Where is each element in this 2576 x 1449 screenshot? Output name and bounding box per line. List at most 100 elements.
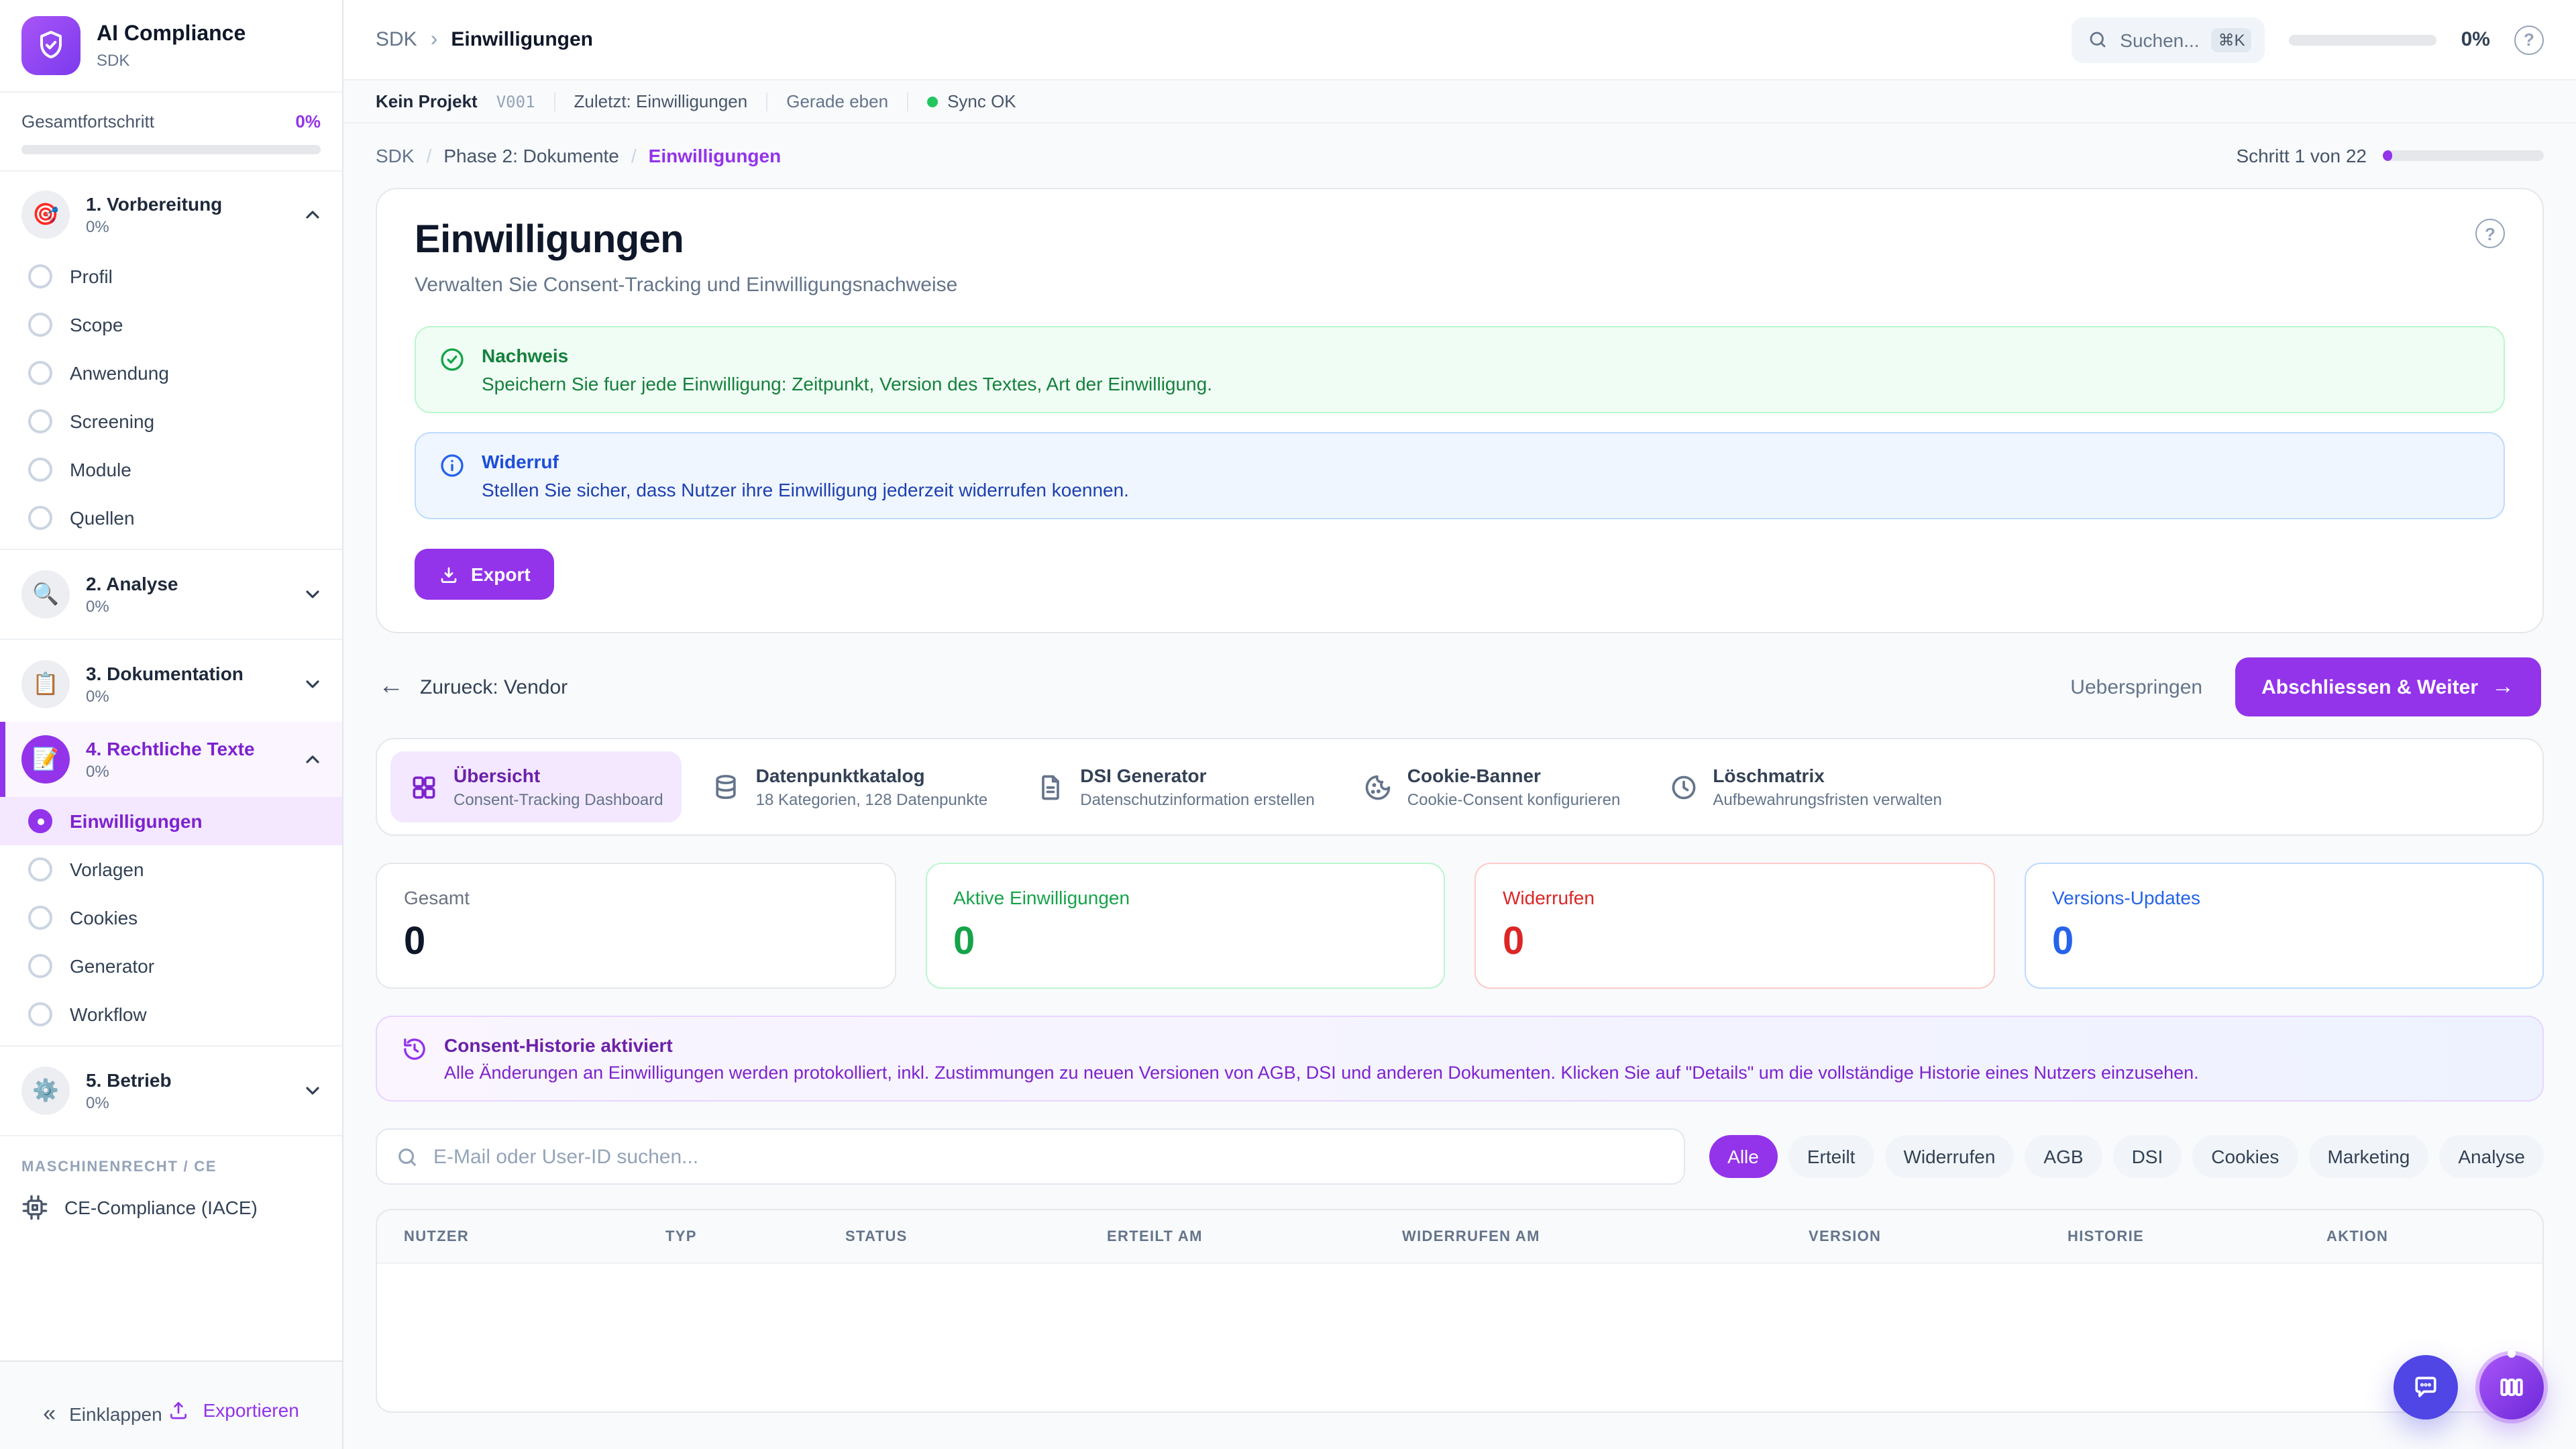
sidebar-item-screening[interactable]: Screening <box>0 397 342 445</box>
sidebar-export-button[interactable]: Exportieren <box>168 1399 299 1421</box>
column-header-nutzer: Nutzer <box>404 1228 470 1244</box>
sidebar-item-cookies[interactable]: Cookies <box>0 894 342 942</box>
sidebar-phase-analyse[interactable]: 🔍 2. Analyse 0% <box>0 557 342 632</box>
search-placeholder: Suchen... <box>2120 29 2200 50</box>
filter-pill-analyse[interactable]: Analyse <box>2439 1135 2544 1178</box>
columns-fab-button[interactable] <box>2479 1350 2544 1419</box>
overall-progress-label: Gesamtfortschritt <box>21 111 154 131</box>
overall-progress-bar <box>21 145 321 154</box>
header-progress-bar <box>2289 34 2437 45</box>
divider <box>0 1135 342 1136</box>
column-header-version: Version <box>1809 1228 1882 1244</box>
divider <box>553 92 555 111</box>
header-progress-value: 0% <box>2461 28 2490 51</box>
radio-icon <box>28 264 52 288</box>
banner-title: Consent-Historie aktiviert <box>444 1034 673 1056</box>
sidebar-nav: 🎯 1. Vorbereitung 0% Profil Scope Anwend… <box>0 172 342 1360</box>
phase-percent: 0% <box>86 217 109 236</box>
history-icon <box>401 1036 428 1063</box>
chevron-up-icon <box>302 749 323 770</box>
filter-pill-dsi[interactable]: DSI <box>2112 1135 2182 1178</box>
project-name: Kein Projekt <box>376 91 478 111</box>
chat-fab-button[interactable] <box>2394 1355 2458 1419</box>
radio-icon <box>28 506 52 530</box>
arrow-left-icon: ← <box>378 672 404 700</box>
export-button[interactable]: Export <box>415 549 555 600</box>
breadcrumb-sdk[interactable]: SDK <box>376 145 415 166</box>
sidebar-item-generator[interactable]: Generator <box>0 942 342 990</box>
consent-table: Nutzer Typ Status Erteilt am Widerrufen … <box>376 1209 2544 1413</box>
column-header-aktion: Aktion <box>2326 1228 2389 1244</box>
sidebar-item-ce-compliance[interactable]: CE-Compliance (IACE) <box>0 1183 342 1232</box>
back-link[interactable]: ← Zurueck: Vendor <box>378 672 568 700</box>
filter-pill-cookies[interactable]: Cookies <box>2192 1135 2298 1178</box>
notice-title: Nachweis <box>482 345 569 366</box>
breadcrumb-phase[interactable]: Phase 2: Dokumente <box>443 145 619 166</box>
table-header-row: Nutzer Typ Status Erteilt am Widerrufen … <box>377 1210 2542 1264</box>
chevron-down-icon <box>302 674 323 695</box>
step-label: Schritt 1 von 22 <box>2236 145 2367 166</box>
sidebar-phase-vorbereitung[interactable]: 🎯 1. Vorbereitung 0% <box>0 177 342 252</box>
sidebar-item-vorlagen[interactable]: Vorlagen <box>0 845 342 894</box>
phase-label: 3. Dokumentation <box>86 663 244 684</box>
help-icon[interactable]: ? <box>2514 25 2544 54</box>
notice-text: Stellen Sie sicher, dass Nutzer ihre Ein… <box>482 479 1129 500</box>
finish-next-button[interactable]: Abschliessen & Weiter → <box>2235 657 2541 716</box>
double-chevron-left-icon: « <box>43 1401 56 1426</box>
fab-indicator-dot <box>2508 1350 2516 1358</box>
collapse-sidebar-button[interactable]: « Einklappen <box>43 1401 162 1426</box>
step-progress: Schritt 1 von 22 <box>2236 145 2544 166</box>
tab-cookie-banner[interactable]: Cookie-Banner Cookie-Consent konfigurier… <box>1344 751 1640 822</box>
sidebar-item-workflow[interactable]: Workflow <box>0 990 342 1038</box>
sidebar-item-einwilligungen[interactable]: Einwilligungen <box>0 797 342 845</box>
document-icon <box>1036 772 1065 802</box>
stat-gesamt: Gesamt 0 <box>376 863 896 989</box>
column-header-widerrufen-am: Widerrufen am <box>1402 1228 1540 1244</box>
divider <box>766 92 768 111</box>
breadcrumb-current: Einwilligungen <box>451 28 593 51</box>
filter-pills: Alle Erteilt Widerrufen AGB DSI Cookies … <box>1709 1135 2544 1178</box>
page-content: SDK / Phase 2: Dokumente / Einwilligunge… <box>343 123 2576 1449</box>
filter-pill-widerrufen[interactable]: Widerrufen <box>1884 1135 2015 1178</box>
sidebar-item-scope[interactable]: Scope <box>0 301 342 349</box>
sidebar-phase-betrieb[interactable]: ⚙️ 5. Betrieb 0% <box>0 1053 342 1128</box>
phase-label: 2. Analyse <box>86 573 178 594</box>
page-subtitle: Verwalten Sie Consent-Tracking und Einwi… <box>415 274 958 297</box>
filter-pill-alle[interactable]: Alle <box>1709 1135 1778 1178</box>
filter-pill-marketing[interactable]: Marketing <box>2308 1135 2429 1178</box>
stat-versions-updates: Versions-Updates 0 <box>2024 863 2544 989</box>
sidebar-item-quellen[interactable]: Quellen <box>0 494 342 542</box>
tab-loeschmatrix[interactable]: Löschmatrix Aufbewahrungsfristen verwalt… <box>1650 751 1961 822</box>
global-search-button[interactable]: Suchen... ⌘K <box>2072 17 2265 62</box>
sidebar-item-module[interactable]: Module <box>0 445 342 494</box>
check-circle-icon <box>439 346 466 373</box>
topbar-breadcrumb: SDK › Einwilligungen <box>376 28 593 52</box>
sidebar-item-profil[interactable]: Profil <box>0 252 342 301</box>
column-header-status: Status <box>845 1228 908 1244</box>
filter-pill-agb[interactable]: AGB <box>2025 1135 2102 1178</box>
divider <box>0 549 342 550</box>
sidebar-phase-rechtliche-texte[interactable]: 📝 4. Rechtliche Texte 0% <box>0 722 342 797</box>
hero-card: Einwilligungen ? Verwalten Sie Consent-T… <box>376 188 2544 633</box>
tab-datenpunktkatalog[interactable]: Datenpunktkatalog 18 Kategorien, 128 Dat… <box>693 751 1007 822</box>
last-saved-time: Gerade eben <box>786 91 889 111</box>
filter-pill-erteilt[interactable]: Erteilt <box>1788 1135 1874 1178</box>
skip-button[interactable]: Ueberspringen <box>2070 676 2203 698</box>
radio-icon <box>28 1002 52 1026</box>
radio-icon <box>28 857 52 881</box>
sidebar-footer: « Einklappen Exportieren <box>0 1360 342 1449</box>
card-help-icon[interactable]: ? <box>2475 219 2505 248</box>
stat-widerrufen: Widerrufen 0 <box>1474 863 1994 989</box>
tab-dsi-generator[interactable]: DSI Generator Datenschutzinformation ers… <box>1017 751 1334 822</box>
app-title: AI Compliance <box>97 23 246 46</box>
sidebar-header: AI Compliance SDK <box>0 0 342 93</box>
tab-uebersicht[interactable]: Übersicht Consent-Tracking Dashboard <box>390 751 682 822</box>
sidebar-item-anwendung[interactable]: Anwendung <box>0 349 342 397</box>
arrow-right-icon: → <box>2491 674 2514 699</box>
user-search-input[interactable] <box>433 1145 1665 1168</box>
breadcrumb-root[interactable]: SDK <box>376 28 417 51</box>
user-search-field[interactable] <box>376 1128 1685 1185</box>
chevron-down-icon <box>302 1080 323 1102</box>
sidebar-phase-dokumentation[interactable]: 📋 3. Dokumentation 0% <box>0 647 342 722</box>
